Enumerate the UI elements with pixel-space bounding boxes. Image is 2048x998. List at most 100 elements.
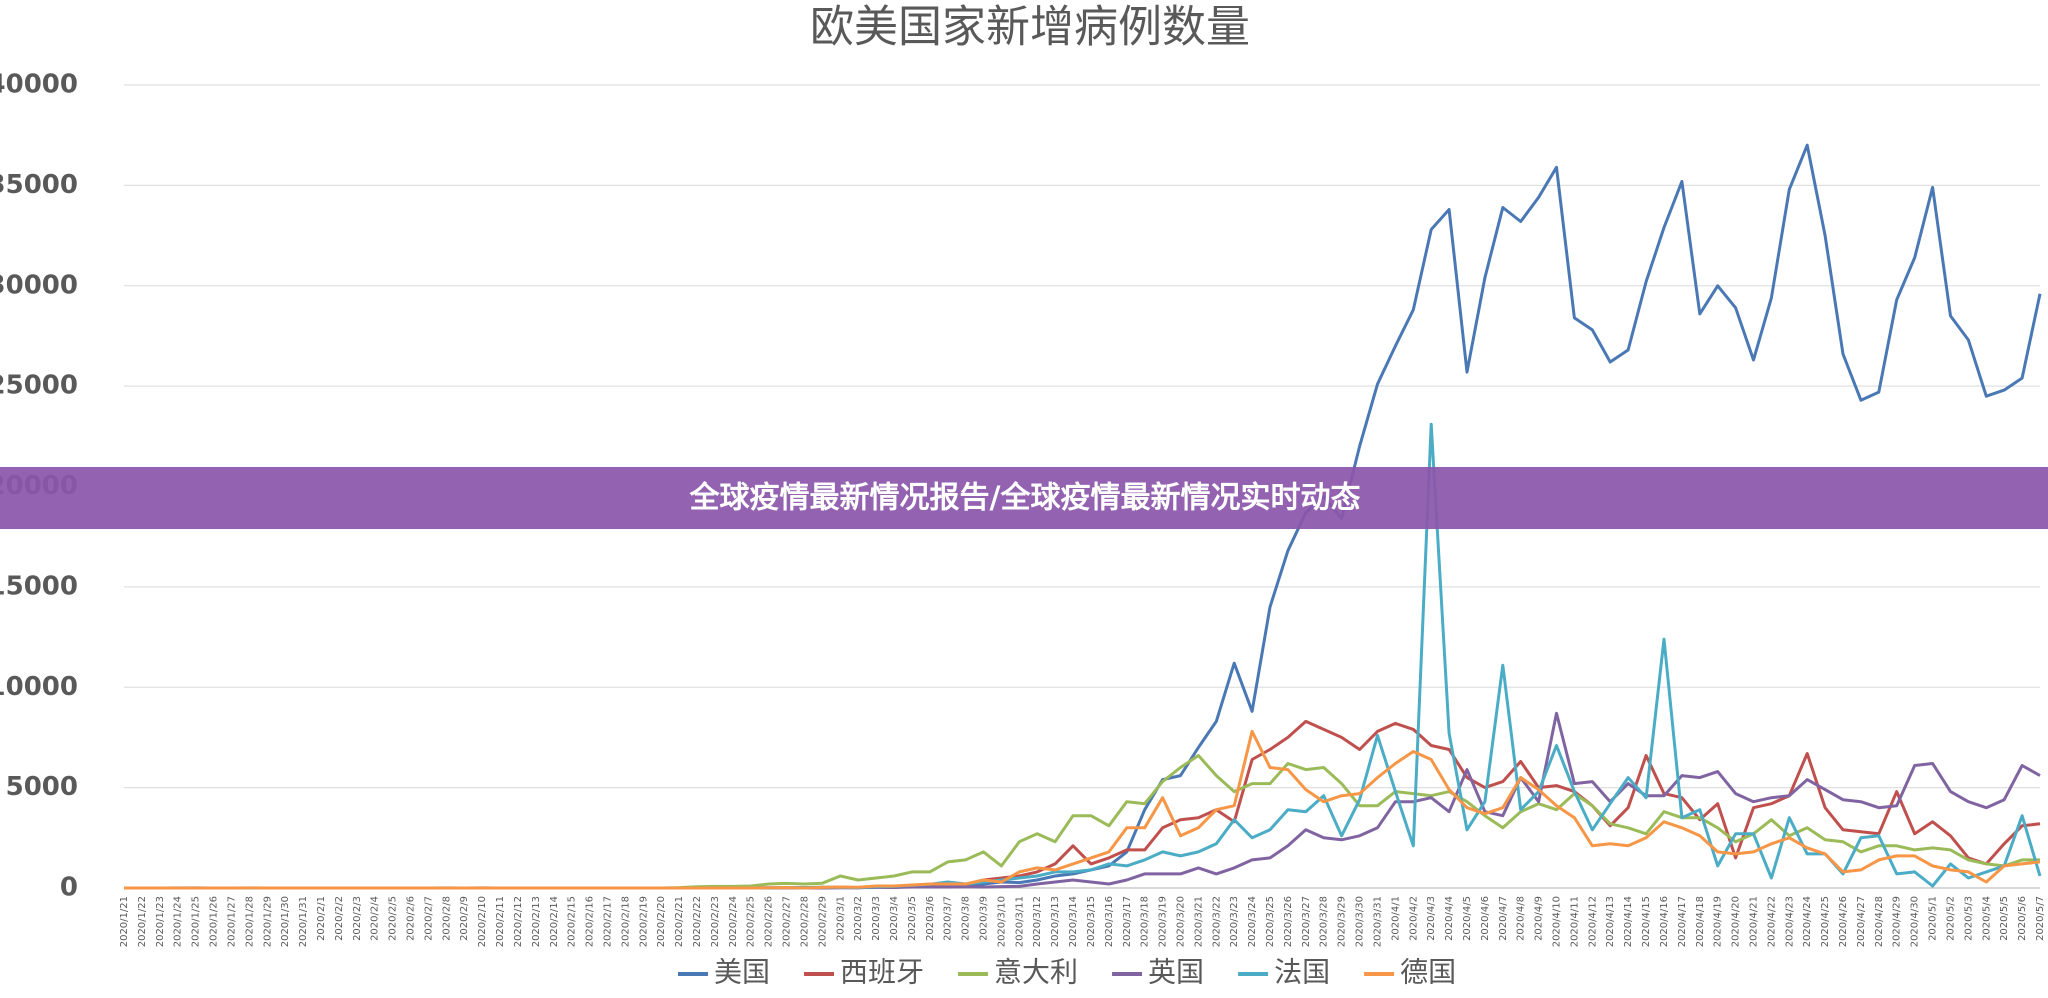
- x-tick-label: 2020/2/22: [692, 896, 703, 947]
- x-tick-label: 2020/1/29: [262, 896, 273, 947]
- x-tick-label: 2020/2/16: [585, 896, 596, 947]
- legend-label: 德国: [1400, 956, 1456, 989]
- x-tick-label: 2020/4/20: [1731, 896, 1742, 947]
- x-tick-label: 2020/4/9: [1534, 896, 1545, 941]
- x-tick-label: 2020/4/15: [1641, 896, 1652, 947]
- x-tick-label: 2020/3/26: [1283, 896, 1294, 947]
- series-line: [124, 754, 2040, 890]
- x-tick-label: 2020/4/14: [1623, 896, 1634, 947]
- x-tick-label: 2020/4/8: [1516, 896, 1527, 941]
- x-tick-label: 2020/1/30: [280, 896, 291, 947]
- y-tick-label: 0: [60, 873, 78, 903]
- x-tick-label: 2020/4/26: [1838, 896, 1849, 947]
- x-tick-label: 2020/4/5: [1462, 896, 1473, 941]
- x-tick-label: 2020/2/27: [782, 896, 793, 947]
- x-tick-label: 2020/3/4: [889, 896, 900, 941]
- x-tick-label: 2020/1/27: [226, 896, 237, 947]
- x-tick-label: 2020/2/24: [728, 896, 739, 947]
- legend-label: 英国: [1148, 956, 1204, 989]
- x-tick-label: 2020/4/30: [1910, 896, 1921, 947]
- x-tick-label: 2020/4/28: [1874, 896, 1885, 947]
- banner: [0, 467, 2048, 529]
- x-tick-label: 2020/2/19: [638, 896, 649, 947]
- x-tick-label: 2020/4/16: [1659, 896, 1670, 947]
- y-tick-label: 10000: [0, 672, 78, 702]
- y-tick-label: 25000: [0, 371, 78, 401]
- x-tick-label: 2020/3/13: [1050, 896, 1061, 947]
- chart-title: 欧美国家新增病例数量: [810, 2, 1250, 53]
- x-tick-label: 2020/3/6: [925, 896, 936, 941]
- x-tick-label: 2020/2/14: [549, 896, 560, 947]
- x-tick-label: 2020/2/7: [423, 896, 434, 941]
- x-tick-label: 2020/3/25: [1265, 896, 1276, 947]
- x-tick-label: 2020/3/11: [1014, 896, 1025, 947]
- y-tick-label: 30000: [0, 270, 78, 300]
- x-tick-label: 2020/2/4: [370, 896, 381, 941]
- legend: 美国 西班牙 意大利 英国 法国 德国: [678, 956, 1456, 989]
- legend-label: 法国: [1274, 956, 1330, 989]
- x-tick-label: 2020/2/5: [388, 896, 399, 941]
- x-tick-label: 2020/2/26: [764, 896, 775, 947]
- x-tick-label: 2020/2/13: [531, 896, 542, 947]
- x-tick-label: 2020/3/7: [943, 896, 954, 941]
- x-tick-label: 2020/4/11: [1569, 896, 1580, 947]
- x-tick-label: 2020/3/8: [961, 896, 972, 941]
- x-tick-label: 2020/3/24: [1247, 896, 1258, 947]
- x-tick-label: 2020/3/12: [1032, 896, 1043, 947]
- x-tick-label: 2020/3/23: [1229, 896, 1240, 947]
- x-tick-label: 2020/4/1: [1390, 896, 1401, 941]
- x-tick-label: 2020/4/29: [1892, 896, 1903, 947]
- x-tick-label: 2020/5/1: [1928, 896, 1939, 941]
- x-tick-label: 2020/1/25: [191, 896, 202, 947]
- x-tick-label: 2020/2/11: [495, 896, 506, 947]
- x-tick-label: 2020/5/5: [1999, 896, 2010, 941]
- x-tick-label: 2020/3/16: [1104, 896, 1115, 947]
- x-tick-label: 2020/1/22: [137, 896, 148, 947]
- x-tick-label: 2020/3/17: [1122, 896, 1133, 947]
- x-tick-label: 2020/3/1: [835, 896, 846, 941]
- series-line: [124, 729, 2041, 890]
- x-tick-label: 2020/2/12: [513, 896, 524, 947]
- x-tick-label: 2020/1/24: [173, 896, 184, 947]
- x-tick-label: 2020/3/3: [871, 896, 882, 941]
- x-tick-label: 2020/5/6: [2017, 896, 2028, 941]
- legend-label: 美国: [714, 956, 770, 989]
- x-tick-label: 2020/2/8: [441, 896, 452, 941]
- x-tick-label: 2020/3/30: [1355, 896, 1366, 947]
- x-tick-label: 2020/3/27: [1301, 896, 1312, 947]
- x-tick-label: 2020/4/10: [1552, 896, 1563, 947]
- x-tick-label: 2020/3/28: [1319, 896, 1330, 947]
- x-tick-label: 2020/3/18: [1140, 896, 1151, 947]
- x-tick-label: 2020/4/24: [1802, 896, 1813, 947]
- x-tick-label: 2020/4/4: [1444, 896, 1455, 941]
- x-tick-label: 2020/3/22: [1211, 896, 1222, 947]
- x-tick-label: 2020/4/3: [1426, 896, 1437, 941]
- x-tick-label: 2020/4/6: [1480, 896, 1491, 941]
- x-tick-label: 2020/4/21: [1748, 896, 1759, 947]
- x-tick-label: 2020/4/19: [1713, 896, 1724, 947]
- y-tick-label: 40000: [0, 70, 78, 100]
- x-tick-label: 2020/1/31: [298, 896, 309, 947]
- x-tick-label: 2020/2/23: [710, 896, 721, 947]
- x-tick-label: 2020/4/13: [1605, 896, 1616, 947]
- x-tick-label: 2020/3/9: [979, 896, 990, 941]
- x-tick-label: 2020/3/20: [1175, 896, 1186, 947]
- x-tick-label: 2020/4/22: [1766, 896, 1777, 947]
- x-tick-label: 2020/2/6: [406, 896, 417, 941]
- x-tick-label: 2020/4/27: [1856, 896, 1867, 947]
- x-tick-label: 2020/3/14: [1068, 896, 1079, 947]
- x-tick-label: 2020/3/5: [907, 896, 918, 941]
- x-tick-label: 2020/3/15: [1086, 896, 1097, 947]
- x-tick-label: 2020/2/3: [352, 896, 363, 941]
- x-tick-label: 2020/3/21: [1193, 896, 1204, 947]
- x-tick-label: 2020/2/20: [656, 896, 667, 947]
- series-line: [124, 719, 2041, 890]
- x-tick-label: 2020/2/25: [746, 896, 757, 947]
- x-tick-label: 2020/2/15: [567, 896, 578, 947]
- x-tick-label: 2020/2/18: [620, 896, 631, 947]
- x-tick-label: 2020/5/4: [1981, 896, 1992, 941]
- x-tick-label: 2020/3/29: [1337, 896, 1348, 947]
- banner-text: 全球疫情最新情况报告/全球疫情最新情况实时动态: [689, 481, 1361, 516]
- x-tick-label: 2020/4/25: [1820, 896, 1831, 947]
